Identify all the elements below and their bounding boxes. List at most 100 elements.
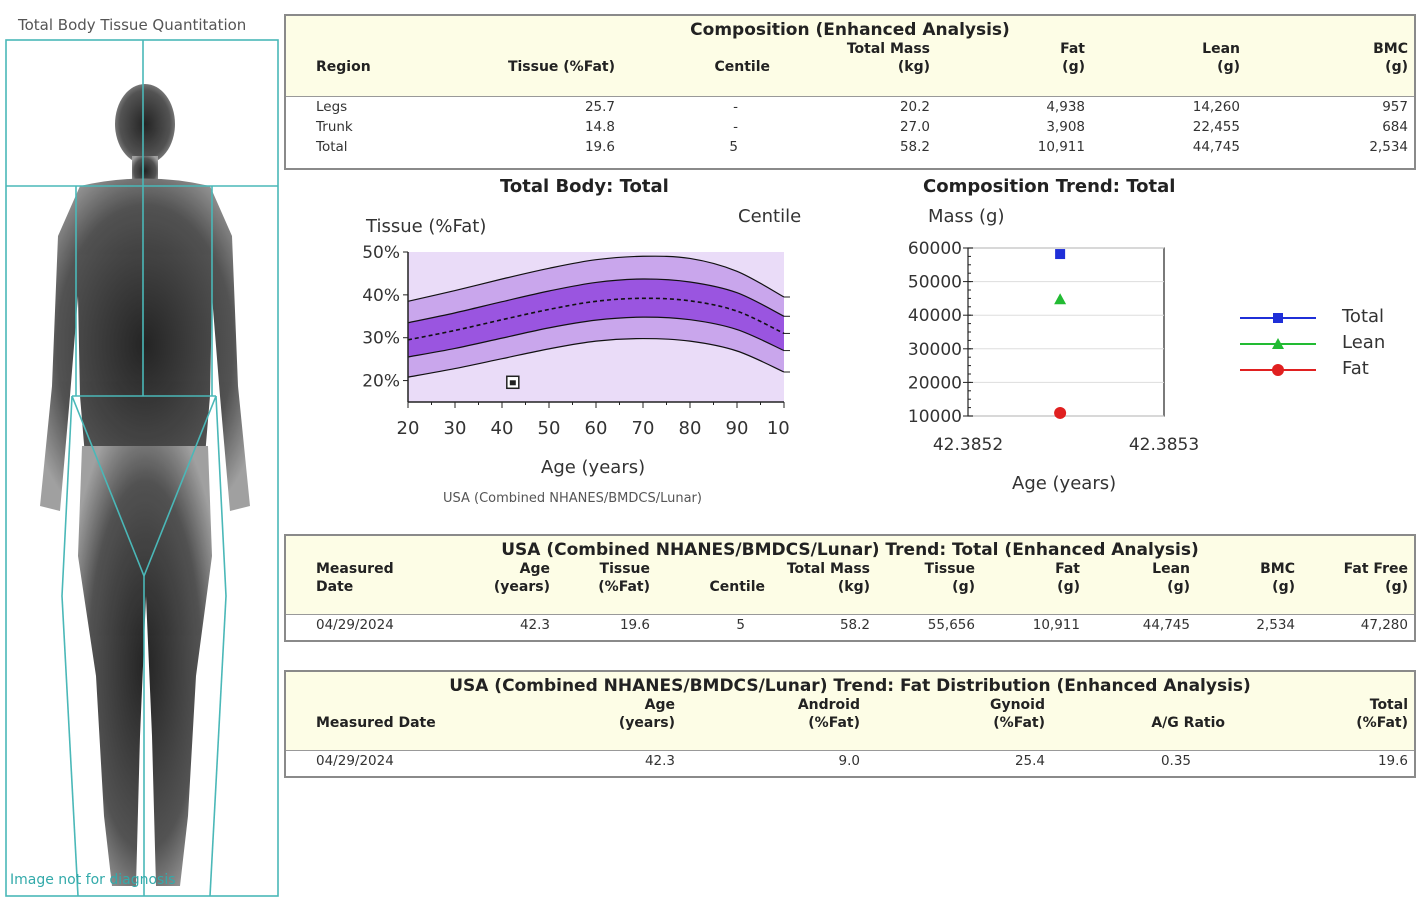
table-row: 04/29/2024 42.3 19.6 5 58.2 55,656 10,91… (286, 615, 1414, 635)
fat-cell: 10,911 (1032, 617, 1080, 633)
col-tissue-unit: (%Fat) (598, 579, 650, 595)
col-ag: A/G Ratio (1151, 715, 1225, 731)
trend-fat-table: 04/29/2024 42.3 9.0 25.4 0.35 19.6 (286, 751, 1414, 771)
centile-chart: 203040506070809010020%30%40%50%907550251… (362, 243, 790, 439)
lean-cell: 14,260 (1192, 99, 1240, 115)
composition-title: Composition (Enhanced Analysis) (690, 20, 1010, 40)
x-tick-label: 20 (397, 418, 420, 439)
trend-fat-panel: USA (Combined NHANES/BMDCS/Lunar) Trend:… (284, 670, 1416, 778)
android-cell: 9.0 (838, 753, 860, 769)
fat-cell: 3,908 (1046, 119, 1085, 135)
col-lean-unit: (g) (1167, 579, 1190, 595)
trend-legend: Total Lean Fat (1238, 306, 1408, 384)
centile-line-10 (407, 337, 785, 378)
col-fatfree: Fat Free (1343, 561, 1408, 577)
trend-chart-title: Composition Trend: Total (923, 176, 1176, 197)
bmc-cell: 957 (1382, 99, 1408, 115)
x-tick-label: 70 (632, 418, 655, 439)
tissue-cell: 19.6 (619, 617, 650, 633)
ag-cell: 0.35 (1160, 753, 1191, 769)
centile-cell: - (733, 99, 738, 115)
tissue-cell: 19.6 (584, 139, 615, 155)
col-tissue-g-unit: (g) (952, 579, 975, 595)
lean-cell: 22,455 (1192, 119, 1240, 135)
tissue-g-cell: 55,656 (927, 617, 975, 633)
trend-x-label: Age (years) (1012, 473, 1117, 494)
composition-table: Legs 25.7 - 20.2 4,938 14,260 957 Trunk … (286, 97, 1414, 157)
lean-cell: 44,745 (1192, 139, 1240, 155)
scan-title: Total Body Tissue Quantitation (18, 16, 247, 34)
x-tick-label: 50 (538, 418, 561, 439)
y-tick-label: 40% (362, 286, 400, 306)
bmc-cell: 684 (1382, 119, 1408, 135)
col-tissue: Tissue (%Fat) (507, 59, 615, 75)
fat-cell: 10,911 (1037, 139, 1085, 155)
col-gynoid-unit: (%Fat) (993, 715, 1045, 731)
trend-fat-header: USA (Combined NHANES/BMDCS/Lunar) Trend:… (286, 672, 1414, 751)
trend-fat-title: USA (Combined NHANES/BMDCS/Lunar) Trend:… (449, 676, 1251, 696)
x-tick-label: 100 (767, 418, 790, 439)
col-bmc-unit: (g) (1385, 59, 1408, 75)
region-cell: Trunk (316, 119, 353, 135)
fatfree-cell: 47,280 (1360, 617, 1408, 633)
trend-y-label: Mass (g) (928, 206, 1005, 227)
legend-marker-lean (1240, 338, 1316, 349)
date-cell: 04/29/2024 (316, 753, 394, 769)
col-fat: Fat (1055, 561, 1080, 577)
table-row: 04/29/2024 42.3 9.0 25.4 0.35 19.6 (286, 751, 1414, 771)
col-bmc: BMC (1373, 41, 1408, 57)
col-android-unit: (%Fat) (808, 715, 860, 731)
col-age-unit: (years) (493, 579, 550, 595)
bmc-cell: 2,534 (1256, 617, 1295, 633)
col-mass: Total Mass (846, 41, 930, 57)
legend-item-fat: Fat (1238, 358, 1408, 384)
fat-cell: 4,938 (1046, 99, 1085, 115)
scan-disclaimer: Image not for diagnosis (10, 872, 176, 888)
centile-line-90 (407, 255, 785, 302)
centile-x-label: Age (years) (541, 457, 646, 478)
col-gynoid: Gynoid (989, 697, 1045, 713)
region-cell: Total (316, 139, 348, 155)
y-tick-label: 50000 (908, 273, 962, 293)
centile-cell: 5 (736, 617, 745, 633)
col-tissue: Tissue (599, 561, 650, 577)
col-mass-unit: (kg) (837, 579, 870, 595)
trend-total-panel: USA (Combined NHANES/BMDCS/Lunar) Trend:… (284, 534, 1416, 642)
col-region: Region (316, 59, 371, 75)
x-tick-label: 30 (444, 418, 467, 439)
x-tick-label: 42.3852 (933, 435, 1003, 455)
y-tick-label: 50% (362, 243, 400, 263)
col-measured: Measured (316, 561, 394, 577)
col-bmc: BMC (1260, 561, 1295, 577)
tissue-cell: 25.7 (584, 99, 615, 115)
patient-marker-dot (509, 380, 516, 386)
plot-frame (967, 247, 1165, 417)
trend-total-header: USA (Combined NHANES/BMDCS/Lunar) Trend:… (286, 536, 1414, 615)
y-tick-label: 40000 (908, 306, 962, 326)
centile-reference: USA (Combined NHANES/BMDCS/Lunar) (443, 491, 702, 506)
col-centile: Centile (709, 579, 765, 595)
table-row: Total 19.6 5 58.2 10,911 44,745 2,534 (286, 137, 1414, 157)
point-total (1055, 249, 1066, 260)
date-cell: 04/29/2024 (316, 617, 394, 633)
point-fat (1054, 406, 1067, 419)
gynoid-cell: 25.4 (1014, 753, 1045, 769)
col-fat-unit: (g) (1057, 579, 1080, 595)
bmc-cell: 2,534 (1369, 139, 1408, 155)
band-25-75 (408, 278, 784, 357)
col-bmc-unit: (g) (1272, 579, 1295, 595)
centile-y-label: Tissue (%Fat) (366, 216, 487, 237)
x-tick-label: 90 (726, 418, 749, 439)
age-cell: 42.3 (644, 753, 675, 769)
trend-total-header-table: Measured Age Tissue Total Mass Tissue Fa… (286, 560, 1414, 596)
col-lean-unit: (g) (1217, 59, 1240, 75)
legend-item-total: Total (1238, 306, 1408, 332)
mass-cell: 27.0 (899, 119, 930, 135)
col-date: Date (316, 579, 354, 595)
col-age: Age (519, 561, 550, 577)
col-lean: Lean (1152, 561, 1190, 577)
col-fat: Fat (1060, 41, 1085, 57)
table-row: Legs 25.7 - 20.2 4,938 14,260 957 (286, 97, 1414, 117)
composition-panel: Composition (Enhanced Analysis) Total Ma… (284, 14, 1416, 170)
col-date: Measured Date (316, 715, 436, 731)
